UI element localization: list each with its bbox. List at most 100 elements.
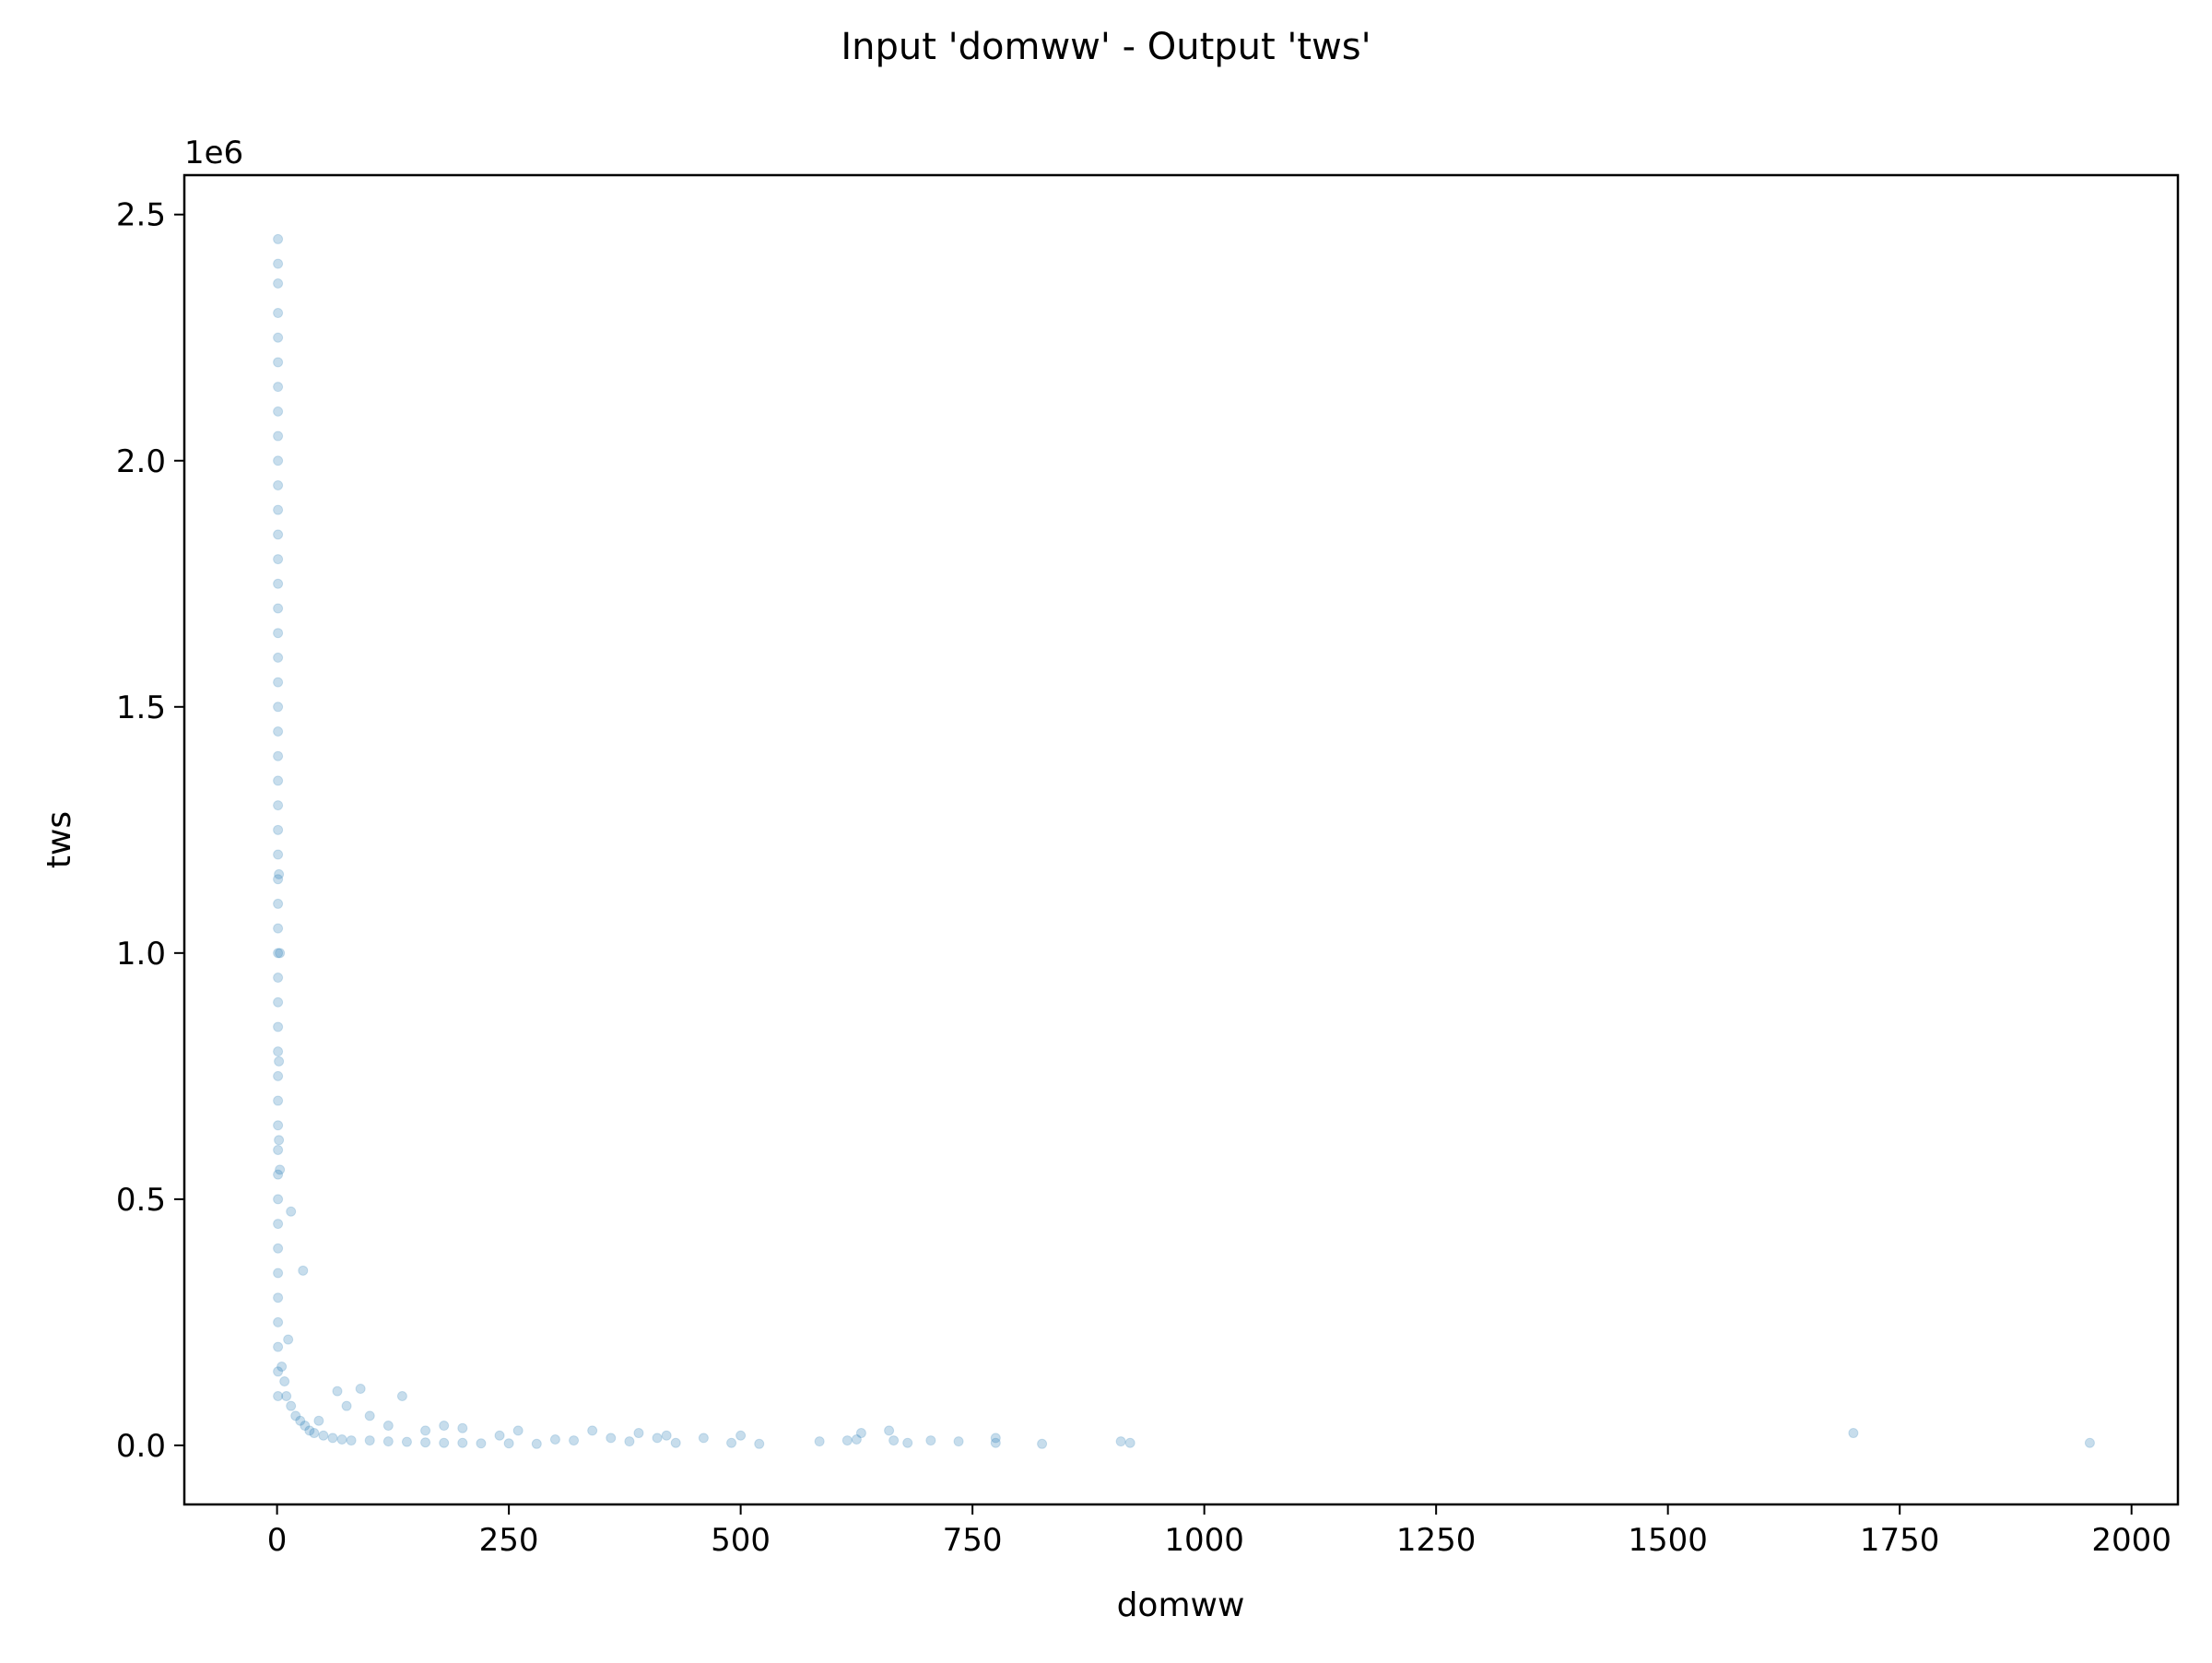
scatter-point	[286, 1206, 297, 1217]
scatter-point	[295, 1415, 306, 1426]
scatter-point	[273, 775, 284, 786]
scatter-point	[273, 382, 284, 393]
scatter-point	[273, 1316, 284, 1327]
scatter-point	[290, 1410, 301, 1421]
scatter-point	[855, 1428, 866, 1439]
scatter-point	[273, 332, 284, 343]
scatter-point	[273, 1095, 284, 1106]
scatter-point	[420, 1425, 431, 1436]
scatter-point	[661, 1430, 672, 1441]
scatter-point	[396, 1391, 407, 1402]
scatter-point	[273, 702, 284, 713]
scatter-point	[273, 504, 284, 515]
x-tick-label: 250	[479, 1522, 539, 1559]
scatter-point	[273, 1391, 284, 1402]
scatter-point	[341, 1400, 352, 1411]
scatter-point	[273, 1194, 284, 1205]
scatter-point	[1124, 1437, 1135, 1448]
scatter-point	[512, 1425, 524, 1436]
scatter-point	[503, 1438, 514, 1449]
scatter-point	[382, 1436, 394, 1447]
y-tick-label: 0.0	[116, 1428, 166, 1465]
scatter-point	[313, 1415, 324, 1426]
scatter-point	[439, 1437, 450, 1448]
x-axis: 0 250 500 750 1000 1250 1500 1750 2000	[267, 1504, 2171, 1559]
scatter-point	[2084, 1437, 2095, 1448]
scatter-point	[273, 874, 284, 885]
scatter-point	[814, 1436, 825, 1447]
scatter-point	[476, 1438, 487, 1449]
scatter-point	[274, 1056, 285, 1067]
scatter-point	[457, 1422, 468, 1433]
scatter-point	[624, 1436, 635, 1447]
scatter-point	[925, 1435, 936, 1446]
scatter-point	[990, 1433, 1001, 1444]
points-layer	[273, 233, 2095, 1449]
scatter-point	[531, 1438, 542, 1449]
scatter-point	[273, 923, 284, 934]
scatter-point	[273, 1341, 284, 1352]
x-tick-label: 1750	[1860, 1522, 1940, 1559]
scatter-point	[587, 1425, 598, 1436]
scatter-point	[273, 455, 284, 466]
scatter-point	[494, 1430, 505, 1441]
scatter-point	[382, 1421, 394, 1432]
scatter-point	[273, 578, 284, 589]
scatter-point	[273, 800, 284, 811]
scatter-point	[726, 1437, 737, 1448]
scatter-point	[273, 357, 284, 368]
scatter-point	[273, 948, 284, 959]
scatter-point	[902, 1437, 913, 1448]
y-axis-label: tws	[41, 811, 78, 868]
scatter-point	[273, 726, 284, 737]
x-tick-label: 500	[711, 1522, 771, 1559]
scatter-point	[346, 1435, 357, 1446]
scatter-point	[888, 1435, 900, 1446]
scatter-point	[274, 868, 285, 879]
scatter-point	[286, 1400, 297, 1411]
y-tick-label: 2.5	[116, 197, 166, 234]
y-tick-label: 2.0	[116, 443, 166, 480]
scatter-point	[327, 1433, 338, 1444]
scatter-point	[273, 258, 284, 269]
scatter-point	[364, 1410, 375, 1421]
scatter-point	[735, 1430, 747, 1441]
y-axis: 0.0 0.5 1.0 1.5 2.0 2.5	[116, 197, 184, 1465]
x-tick-label: 2000	[2091, 1522, 2171, 1559]
scatter-point	[273, 1169, 284, 1180]
scatter-point	[606, 1433, 617, 1444]
scatter-point	[273, 277, 284, 289]
scatter-point	[273, 603, 284, 614]
scatter-point	[304, 1425, 315, 1436]
scatter-point	[276, 1361, 288, 1372]
scatter-point	[698, 1433, 709, 1444]
scatter-point	[273, 308, 284, 319]
scatter-point	[273, 824, 284, 835]
scatter-point	[549, 1434, 560, 1445]
scatter-point	[439, 1421, 450, 1432]
scatter-point	[275, 948, 286, 959]
x-tick-label: 1500	[1628, 1522, 1708, 1559]
scatter-point	[273, 430, 284, 442]
scatter-point	[401, 1436, 412, 1447]
scatter-point	[1848, 1428, 1859, 1439]
scatter-point	[990, 1437, 1001, 1448]
scatter-point	[273, 849, 284, 860]
scatter-point	[273, 1021, 284, 1032]
scatter-point	[670, 1437, 681, 1448]
scatter-point	[273, 1120, 284, 1131]
y-tick-label: 1.0	[116, 936, 166, 973]
x-tick-label: 1250	[1396, 1522, 1477, 1559]
y-offset-label: 1e6	[184, 135, 243, 171]
scatter-point	[884, 1425, 895, 1436]
scatter-point	[275, 1164, 286, 1175]
scatter-point	[273, 1243, 284, 1254]
scatter-point	[273, 1292, 284, 1303]
x-tick-label: 1000	[1164, 1522, 1244, 1559]
scatter-point	[273, 628, 284, 639]
scatter-point	[273, 554, 284, 565]
y-tick-label: 1.5	[116, 690, 166, 726]
scatter-point	[274, 1135, 285, 1146]
